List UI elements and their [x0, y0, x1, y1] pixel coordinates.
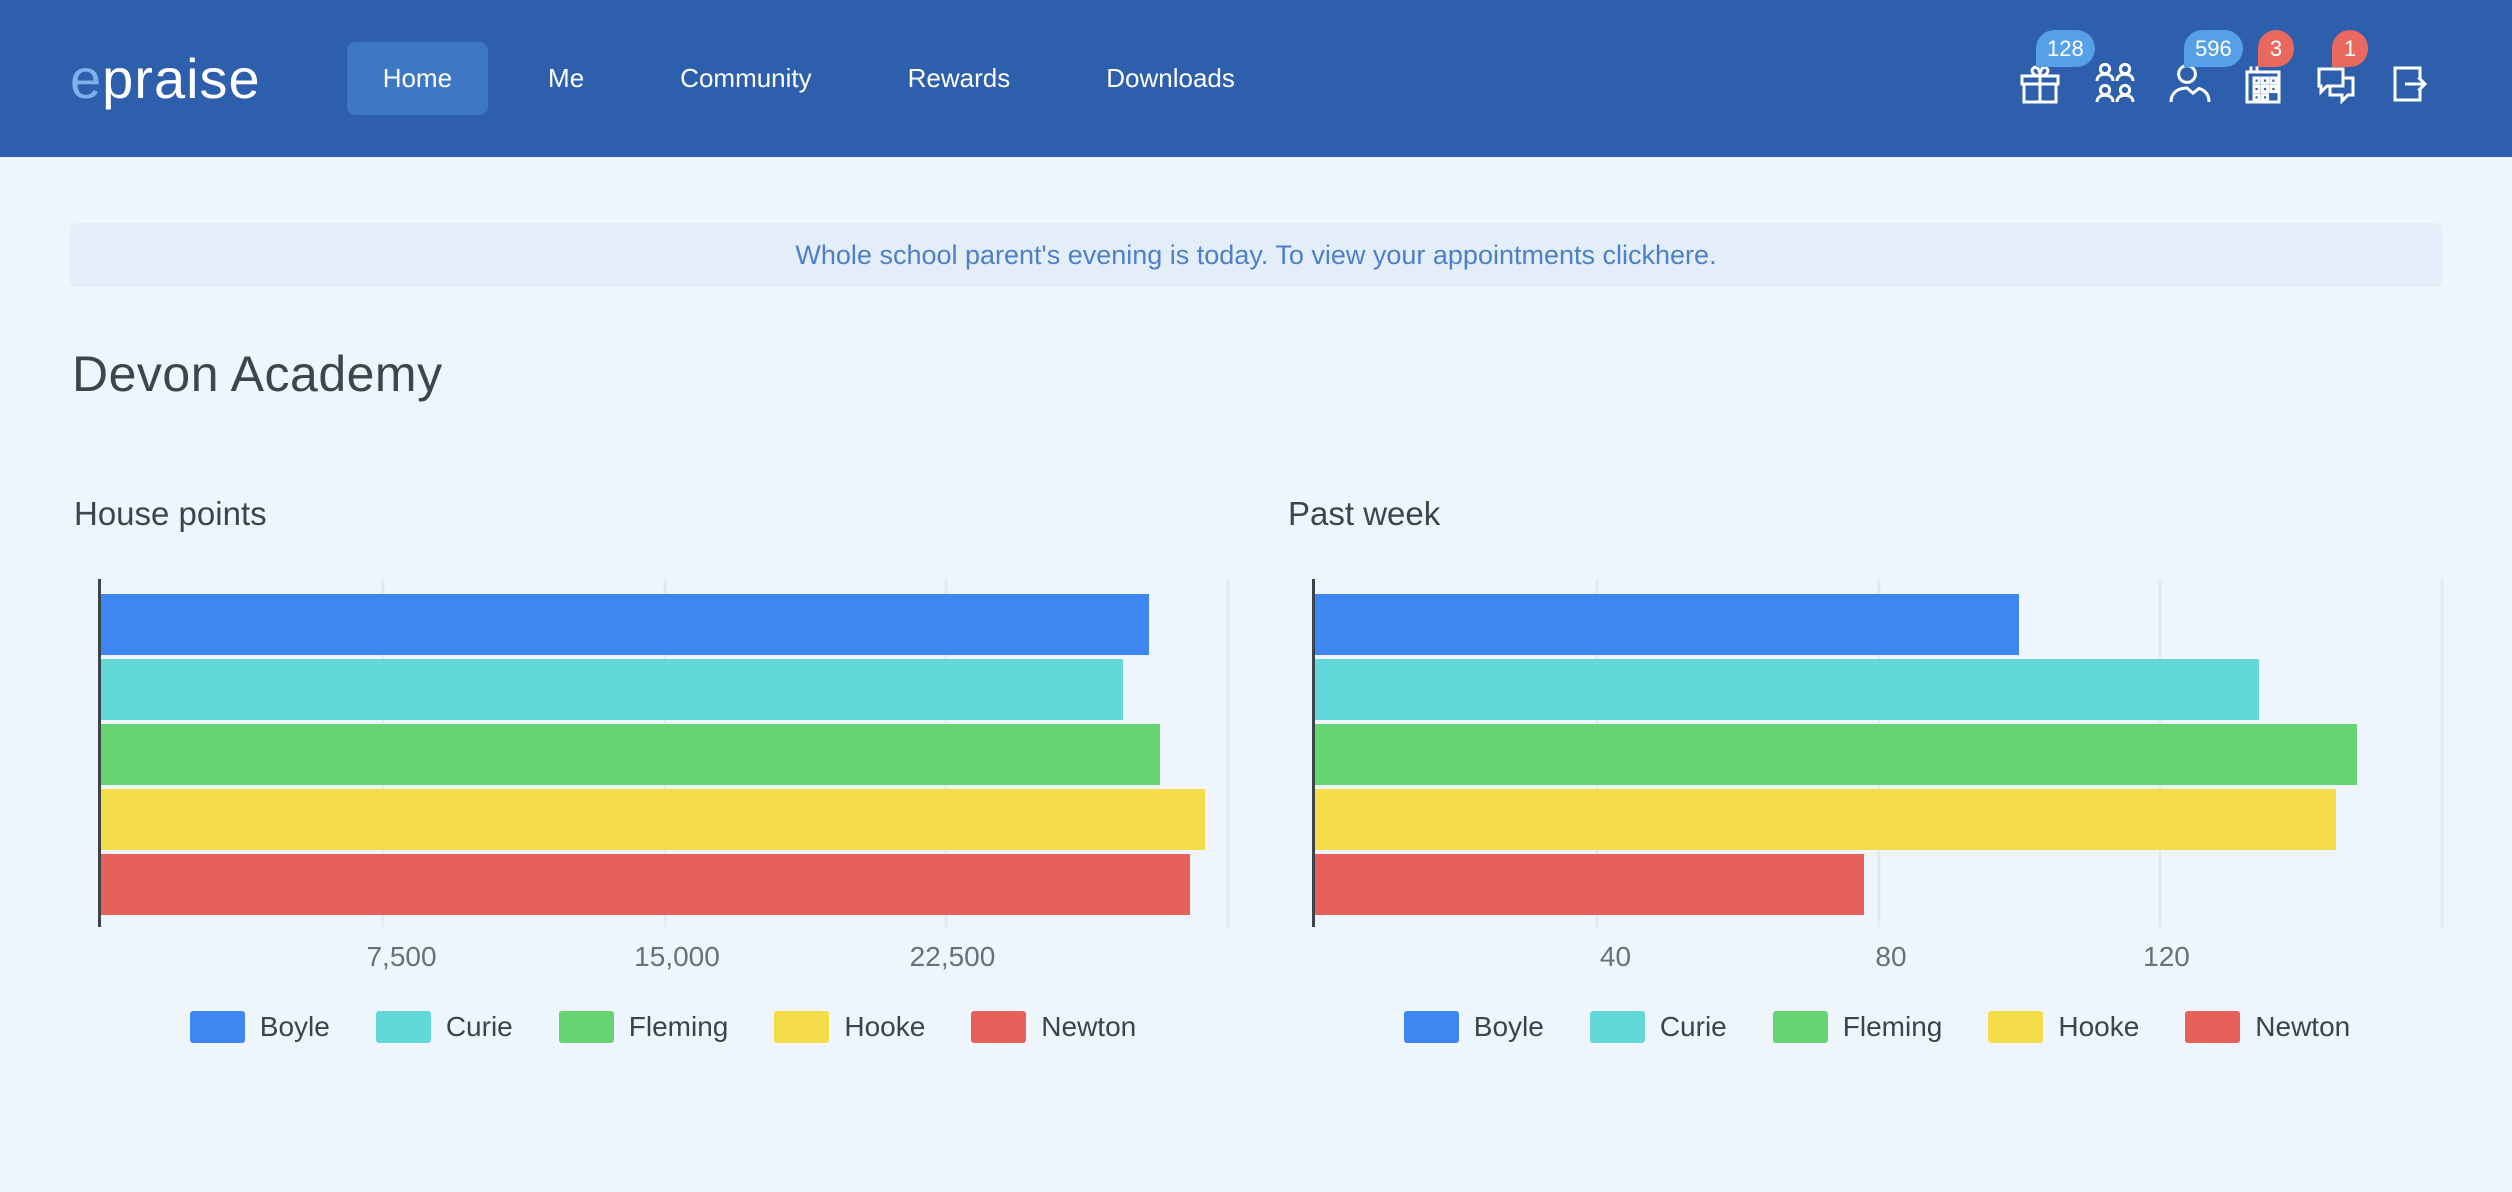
people-group-icon	[2095, 62, 2135, 102]
tick-label: 120	[2143, 941, 2190, 972]
nav-item-home[interactable]: Home	[346, 42, 489, 115]
tick-label: 80	[1875, 941, 1907, 972]
bar-boyle	[101, 594, 1150, 655]
bar-newton	[101, 854, 1191, 915]
banner-text: Whole school parent's evening is today. …	[795, 239, 1656, 270]
logo[interactable]: epraise	[70, 46, 261, 111]
nav-item-community[interactable]: Community	[680, 63, 812, 93]
nav-item-rewards[interactable]: Rewards	[907, 63, 1011, 93]
main-nav: Home Me Community Rewards Downloads	[346, 42, 1271, 115]
person-icon	[2169, 63, 2211, 102]
bar-curie	[101, 659, 1123, 720]
legend-swatch	[1589, 1011, 1645, 1043]
charts-row: House points 7,500 15,000 22,500 Boyle Curi…	[70, 495, 2444, 1043]
legend-label: Boyle	[1473, 1011, 1544, 1042]
notification-banner: Whole school parent's evening is today. …	[70, 223, 2442, 287]
legend-label: Newton	[2255, 1011, 2351, 1042]
legend-label: Hooke	[844, 1011, 926, 1042]
legend-item-boyle: Boyle	[189, 1011, 330, 1043]
tick-label: 40	[1599, 941, 1632, 972]
chart-title: Past week	[1288, 495, 1441, 532]
legend-swatch	[1403, 1011, 1459, 1043]
legend-swatch	[558, 1011, 614, 1043]
legend-swatch	[189, 1011, 245, 1043]
planner-button[interactable]: 3	[2238, 29, 2294, 108]
legend-item-curie: Curie	[1589, 1011, 1727, 1043]
plot-area	[98, 579, 1230, 927]
notification-badge: 3	[2258, 29, 2294, 67]
legend-label: Fleming	[628, 1011, 729, 1042]
legend-swatch	[2185, 1011, 2241, 1043]
chart-house-points: House points 7,500 15,000 22,500 Boyle Curi…	[70, 495, 1230, 1043]
notification-badge: 128	[2036, 29, 2095, 67]
legend: Boyle Curie Fleming Hooke Newton	[1312, 1011, 2442, 1043]
notification-badge: 1	[2332, 29, 2368, 67]
legend-item-boyle: Boyle	[1403, 1011, 1544, 1043]
logout-button[interactable]	[2386, 60, 2434, 108]
axis-ticks: 40 80 120	[1340, 941, 2442, 977]
app-header: epraise Home Me Community Rewards Downlo…	[0, 0, 2512, 157]
legend-swatch	[1772, 1011, 1828, 1043]
plot-wrap: 7,500 15,000 22,500 Boyle Curie Fleming Hooke…	[98, 579, 1230, 1043]
bar-hooke	[1315, 789, 2337, 850]
legend-label: Curie	[445, 1011, 513, 1042]
tick-label: 7,500	[366, 941, 437, 972]
legend-item-hooke: Hooke	[774, 1011, 925, 1043]
legend-swatch	[375, 1011, 431, 1043]
bar-boyle	[1315, 594, 2020, 655]
legend-item-fleming: Fleming	[1772, 1011, 1943, 1043]
bar-newton	[1315, 854, 1865, 915]
legend-label: Curie	[1659, 1011, 1727, 1042]
legend-item-hooke: Hooke	[1988, 1011, 2139, 1043]
gridline	[1226, 579, 1230, 927]
legend-label: Fleming	[1842, 1011, 1943, 1042]
bar-fleming	[101, 724, 1161, 785]
legend-item-curie: Curie	[375, 1011, 513, 1043]
axis-ticks: 7,500 15,000 22,500	[126, 941, 1228, 977]
tick-label: 22,500	[909, 941, 996, 972]
legend-label: Boyle	[259, 1011, 330, 1042]
legend: Boyle Curie Fleming Hooke Newton	[98, 1011, 1228, 1043]
legend-item-fleming: Fleming	[558, 1011, 729, 1043]
community-button[interactable]	[2090, 60, 2138, 108]
banner-text-end: .	[1709, 239, 1717, 270]
legend-swatch	[1988, 1011, 2044, 1043]
calendar-icon	[2245, 65, 2281, 103]
legend-swatch	[774, 1011, 830, 1043]
logout-icon	[2393, 66, 2428, 101]
logo-rest: praise	[102, 47, 261, 110]
gridline	[2440, 579, 2444, 927]
notification-badge: 596	[2184, 29, 2243, 67]
legend-label: Hooke	[2058, 1011, 2140, 1042]
nav-item-downloads[interactable]: Downloads	[1106, 63, 1235, 93]
profile-button[interactable]: 596	[2164, 29, 2243, 108]
appointments-link[interactable]: here	[1655, 239, 1710, 270]
page-title: Devon Academy	[72, 346, 443, 402]
plot-area	[1312, 579, 2444, 927]
chat-icon	[2317, 67, 2355, 105]
chart-past-week: Past week 40 80 120 Boyle Curie Fleming Hooke…	[1284, 495, 2444, 1043]
rewards-button[interactable]: 128	[2016, 29, 2095, 108]
plot-wrap: 40 80 120 Boyle Curie Fleming Hooke Newton	[1312, 579, 2444, 1043]
header-icons: 128 596 3	[2016, 29, 2434, 108]
legend-label: Newton	[1041, 1011, 1137, 1042]
bar-hooke	[101, 789, 1206, 850]
bar-fleming	[1315, 724, 2358, 785]
legend-item-newton: Newton	[2185, 1011, 2350, 1043]
legend-item-newton: Newton	[971, 1011, 1136, 1043]
tick-label: 15,000	[634, 941, 720, 972]
bars	[101, 579, 1228, 915]
bars	[1315, 579, 2442, 915]
messages-button[interactable]: 1	[2312, 29, 2368, 108]
legend-swatch	[971, 1011, 1027, 1043]
chart-title: House points	[74, 495, 267, 532]
bar-curie	[1315, 659, 2259, 720]
nav-item-me[interactable]: Me	[548, 63, 585, 93]
logo-accent: e	[70, 47, 103, 110]
gift-icon	[2020, 65, 2060, 103]
